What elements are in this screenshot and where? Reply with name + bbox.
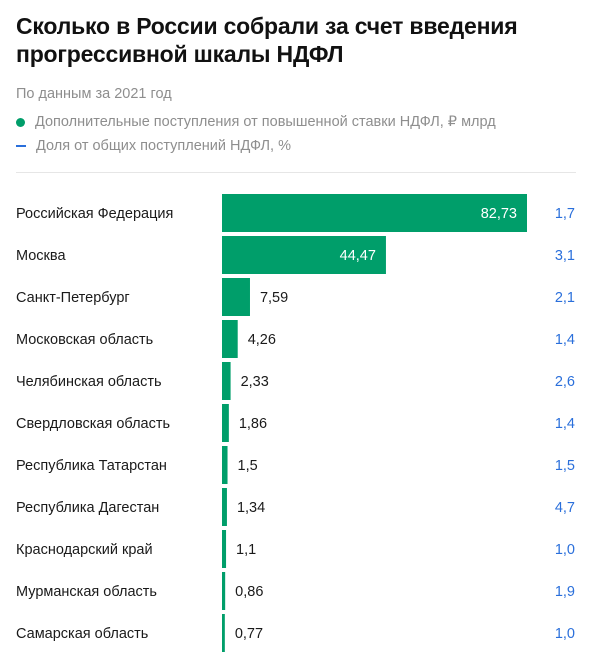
share-value-label: 1,5: [555, 458, 575, 474]
share-value-label: 1,9: [555, 584, 575, 600]
share-value-label: 4,7: [555, 500, 575, 516]
bar-value-label: 1,86: [239, 416, 267, 432]
share-value-label: 1,7: [555, 206, 575, 222]
bar-value-label: 1,34: [237, 500, 265, 516]
bar-value-label: 1,5: [238, 458, 258, 474]
share-value-label: 1,0: [555, 542, 575, 558]
category-label: Москва: [16, 248, 66, 264]
legend-dot-icon: [16, 117, 25, 127]
bar: [222, 236, 386, 274]
category-label: Санкт-Петербург: [16, 290, 130, 306]
share-value-label: 1,0: [555, 626, 575, 642]
share-value-label: 2,6: [555, 374, 575, 390]
bar-chart: Российская Федерация 82,73 1,7 Москва 44,47 3…: [16, 194, 575, 652]
bar: [222, 530, 227, 568]
legend-dash-icon: [16, 145, 26, 147]
bar-value-label: 7,59: [260, 290, 288, 306]
legend-item-revenue: Дополнительные поступления от повышенной…: [16, 114, 496, 130]
bar: [222, 194, 527, 232]
bar-value-label: 2,33: [241, 374, 269, 390]
category-label: Мурманская область: [16, 584, 157, 600]
bar: [222, 362, 231, 400]
bar: [222, 446, 228, 484]
legend-label-revenue: Дополнительные поступления от повышенной…: [35, 114, 496, 130]
share-value-label: 1,4: [555, 332, 575, 348]
share-value-label: 2,1: [555, 290, 575, 306]
bar: [222, 614, 225, 652]
share-value-label: 3,1: [555, 248, 575, 264]
bar-value-label: 0,86: [235, 584, 263, 600]
chart-title: Сколько в России собрали за счет введени…: [16, 13, 518, 67]
bar-value-label: 44,47: [340, 248, 376, 264]
legend-label-share: Доля от общих поступлений НДФЛ, %: [36, 138, 291, 154]
bar-value-label: 0,77: [235, 626, 263, 642]
category-label: Челябинская область: [16, 374, 162, 390]
bar: [222, 488, 227, 526]
share-value-label: 1,4: [555, 416, 575, 432]
chart-subtitle: По данным за 2021 год: [16, 86, 172, 102]
bar: [222, 278, 250, 316]
bar: [222, 572, 226, 610]
category-label: Российская Федерация: [16, 206, 173, 222]
bar-value-label: 1,1: [236, 542, 256, 558]
bar-value-label: 82,73: [481, 206, 517, 222]
category-label: Республика Татарстан: [16, 458, 167, 474]
legend-item-share: Доля от общих поступлений НДФЛ, %: [16, 138, 291, 154]
category-label: Самарская область: [16, 626, 148, 642]
bar-value-label: 4,26: [248, 332, 276, 348]
bar: [222, 404, 229, 442]
bar: [222, 320, 238, 358]
category-label: Свердловская область: [16, 416, 170, 432]
legend-divider: [16, 172, 576, 173]
category-label: Республика Дагестан: [16, 500, 159, 516]
category-label: Московская область: [16, 332, 153, 348]
category-label: Краснодарский край: [16, 542, 153, 558]
